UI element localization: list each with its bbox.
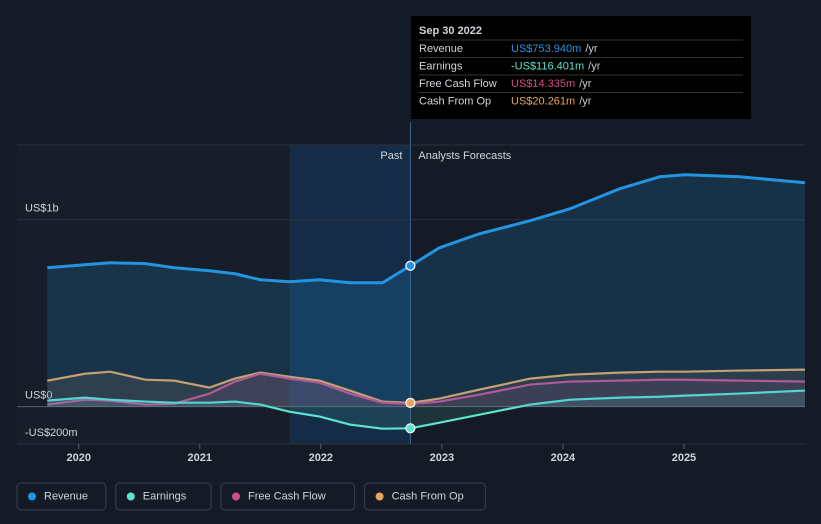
legend-swatch bbox=[126, 492, 135, 501]
tooltip: Sep 30 2022 Revenue US$753.940m/yr Earnings… bbox=[411, 16, 751, 119]
tooltip-box bbox=[411, 16, 751, 119]
tooltip-value: US$753.940m/yr bbox=[511, 43, 598, 55]
legend-box[interactable] bbox=[115, 482, 212, 511]
x-tick-label: 2021 bbox=[188, 452, 212, 464]
tooltip-number: -US$116.401m bbox=[511, 60, 584, 72]
y-tick-label: US$1b bbox=[25, 203, 59, 215]
tooltip-value: -US$116.401m/yr bbox=[511, 60, 601, 72]
tooltip-label: Earnings bbox=[419, 60, 463, 72]
tooltip-label: Cash From Op bbox=[419, 95, 491, 107]
tooltip-unit: /yr bbox=[588, 60, 601, 72]
tooltip-label: Free Cash Flow bbox=[419, 78, 497, 90]
x-tick-label: 2024 bbox=[551, 452, 576, 464]
tooltip-number: US$20.261m bbox=[511, 95, 575, 107]
series-area bbox=[47, 174, 806, 407]
tooltip-number: US$14.335m bbox=[511, 78, 575, 90]
tooltip-number: US$753.940m bbox=[511, 43, 581, 55]
legend-box[interactable] bbox=[220, 482, 356, 511]
x-tick-label: 2023 bbox=[430, 452, 454, 464]
y-tick-label: US$0 bbox=[25, 390, 53, 402]
legend-item[interactable]: Cash From Op bbox=[364, 482, 486, 511]
tooltip-label: Revenue bbox=[419, 43, 463, 55]
tooltip-unit: /yr bbox=[585, 43, 598, 55]
series-area bbox=[47, 390, 806, 429]
tooltip-unit: /yr bbox=[579, 95, 592, 107]
tooltip-date: Sep 30 2022 bbox=[419, 25, 482, 37]
series-line bbox=[47, 372, 806, 406]
legend-box[interactable] bbox=[16, 482, 107, 511]
legend-label: Earnings bbox=[143, 490, 187, 502]
tooltip-unit: /yr bbox=[579, 78, 592, 90]
tooltip-value: US$20.261m/yr bbox=[511, 95, 592, 107]
tooltip-value: US$14.335m/yr bbox=[511, 78, 592, 90]
legend-swatch bbox=[232, 492, 240, 501]
legend-box[interactable] bbox=[364, 482, 486, 511]
legend-swatch bbox=[28, 492, 36, 501]
past-label: Past bbox=[380, 150, 402, 162]
y-tick-label: -US$200m bbox=[25, 427, 78, 439]
legend-item[interactable]: Earnings bbox=[115, 482, 212, 511]
legend-label: Cash From Op bbox=[392, 490, 464, 502]
marker bbox=[405, 260, 416, 271]
legend-swatch bbox=[375, 492, 384, 501]
legend-label: Revenue bbox=[44, 490, 88, 502]
x-tick-label: 2020 bbox=[66, 452, 90, 464]
series-line bbox=[47, 389, 806, 430]
series-line bbox=[47, 368, 806, 404]
legend-item[interactable]: Revenue bbox=[16, 482, 107, 511]
x-tick-label: 2022 bbox=[309, 452, 333, 464]
marker bbox=[405, 397, 416, 408]
x-tick-label: 2025 bbox=[672, 452, 696, 464]
forecast-label: Analysts Forecasts bbox=[418, 150, 511, 162]
legend-item[interactable]: Free Cash Flow bbox=[220, 482, 356, 511]
series-line bbox=[47, 173, 806, 285]
marker bbox=[405, 423, 416, 434]
legend-label: Free Cash Flow bbox=[248, 490, 326, 502]
